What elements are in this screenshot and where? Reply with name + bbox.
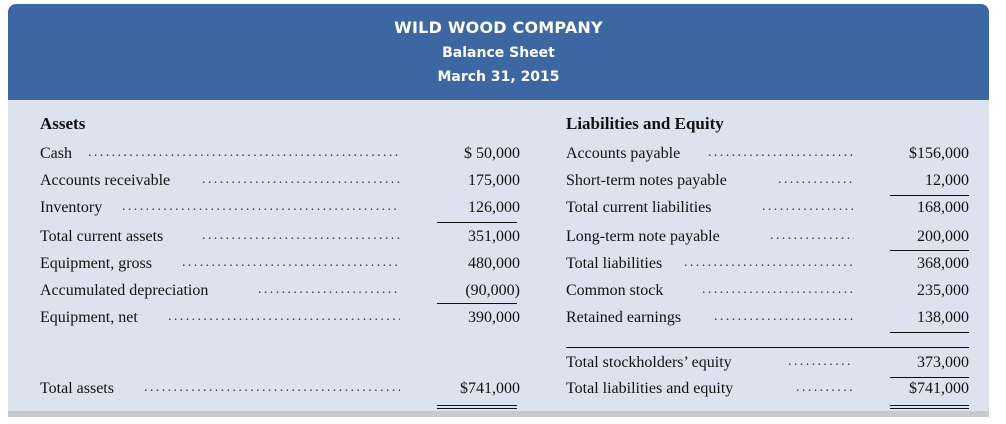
leader-dots: ................................... xyxy=(684,255,854,270)
underline xyxy=(890,195,969,196)
leader-dots: ........................................ xyxy=(202,228,400,243)
leader-dots: ........................................… xyxy=(168,309,400,324)
asset-amount: (90,000) xyxy=(465,282,520,299)
liability-total-row: Total liabilities and equity ...........… xyxy=(566,378,969,403)
leader-dots: .............. xyxy=(788,354,854,369)
company-name: WILD WOOD COMPANY xyxy=(394,18,603,37)
leader-dots: ........................................… xyxy=(144,380,400,395)
liability-amount: 200,000 xyxy=(917,228,969,245)
leader-dots: ................... xyxy=(762,199,854,214)
asset-amount: 390,000 xyxy=(468,309,520,326)
section-rule xyxy=(566,347,969,348)
asset-total-row: Total assets ...........................… xyxy=(40,378,520,403)
leader-dots: ........................................ xyxy=(202,172,400,187)
asset-label: Cash xyxy=(40,145,72,162)
leader-dots: ........................................… xyxy=(122,199,400,214)
liability-label: Short-term notes payable xyxy=(566,172,727,189)
asset-total-amount: $741,000 xyxy=(460,380,520,397)
liability-label: Common stock xyxy=(566,282,664,299)
double-underline-bottom xyxy=(890,408,969,409)
liability-row: Total liabilities ......................… xyxy=(566,253,969,278)
liability-amount: 235,000 xyxy=(917,282,969,299)
leader-dots: ............................. xyxy=(714,309,854,324)
balance-sheet-header: WILD WOOD COMPANY Balance Sheet March 31… xyxy=(8,4,989,100)
underline xyxy=(437,222,517,223)
asset-amount: 175,000 xyxy=(468,172,520,189)
asset-amount: 351,000 xyxy=(468,228,520,245)
liability-label: Long-term note payable xyxy=(566,228,720,245)
statement-title: Balance Sheet xyxy=(442,45,555,61)
liabilities-equity-heading: Liabilities and Equity xyxy=(566,114,724,133)
liability-label: Total stockholders’ equity xyxy=(566,354,732,371)
underline xyxy=(437,303,517,304)
liability-amount: 12,000 xyxy=(925,172,969,189)
liability-total-label: Total liabilities and equity xyxy=(566,380,734,397)
asset-label: Accumulated depreciation xyxy=(40,282,209,299)
asset-row: Total current assets ...................… xyxy=(40,226,520,251)
asset-total-label: Total assets xyxy=(40,380,114,397)
leader-dots: ................ xyxy=(778,172,854,187)
liability-label: Retained earnings xyxy=(566,309,682,326)
liability-amount: 368,000 xyxy=(917,255,969,272)
asset-amount: 126,000 xyxy=(468,199,520,216)
liability-total-amount: $741,000 xyxy=(909,380,969,397)
liability-row: Common stock ...........................… xyxy=(566,280,969,305)
leader-dots: ........................................… xyxy=(182,255,400,270)
leader-dots: ............................. xyxy=(258,282,400,297)
liability-label: Accounts payable xyxy=(566,145,681,162)
liability-row: Accounts payable .......................… xyxy=(566,143,969,168)
liability-row: Total current liabilities ..............… xyxy=(566,197,969,222)
liability-amount: 168,000 xyxy=(917,199,969,216)
asset-label: Accounts receivable xyxy=(40,172,171,189)
leader-dots: ............................... xyxy=(702,282,854,297)
liability-row: Retained earnings ......................… xyxy=(566,307,969,332)
asset-amount: 480,000 xyxy=(468,255,520,272)
asset-label: Equipment, gross xyxy=(40,255,152,272)
leader-dots: ............ xyxy=(796,380,854,395)
asset-amount: $ 50,000 xyxy=(464,145,520,162)
liability-row: Total stockholders’ equity .............… xyxy=(566,352,969,377)
liability-row: Long-term note payable .................… xyxy=(566,226,969,251)
asset-row: Accumulated depreciation ...............… xyxy=(40,280,520,305)
assets-heading: Assets xyxy=(40,114,86,133)
asset-label: Total current assets xyxy=(40,228,164,245)
underline xyxy=(890,377,969,378)
liability-amount: 373,000 xyxy=(917,354,969,371)
double-underline-top xyxy=(437,405,517,406)
leader-dots: .............................. xyxy=(708,145,854,160)
bottom-divider xyxy=(8,411,989,417)
liability-amount: $156,000 xyxy=(909,145,969,162)
liability-row: Short-term notes payable ...............… xyxy=(566,170,969,195)
asset-label: Inventory xyxy=(40,199,103,216)
asset-row: Equipment, net .........................… xyxy=(40,307,520,332)
underline xyxy=(890,332,969,333)
leader-dots: ........................................… xyxy=(88,145,400,160)
asset-label: Equipment, net xyxy=(40,309,138,326)
underline xyxy=(890,250,969,251)
double-underline-top xyxy=(890,405,969,406)
liability-label: Total current liabilities xyxy=(566,199,712,216)
statement-date: March 31, 2015 xyxy=(437,69,560,85)
asset-row: Equipment, gross .......................… xyxy=(40,253,520,278)
balance-sheet-body xyxy=(8,100,989,414)
asset-row: Inventory ..............................… xyxy=(40,197,520,222)
asset-row: Accounts receivable ....................… xyxy=(40,170,520,195)
double-underline-bottom xyxy=(437,408,517,409)
leader-dots: ................. xyxy=(770,228,854,243)
liability-label: Total liabilities xyxy=(566,255,663,272)
liability-amount: 138,000 xyxy=(917,309,969,326)
asset-row: Cash ...................................… xyxy=(40,143,520,168)
